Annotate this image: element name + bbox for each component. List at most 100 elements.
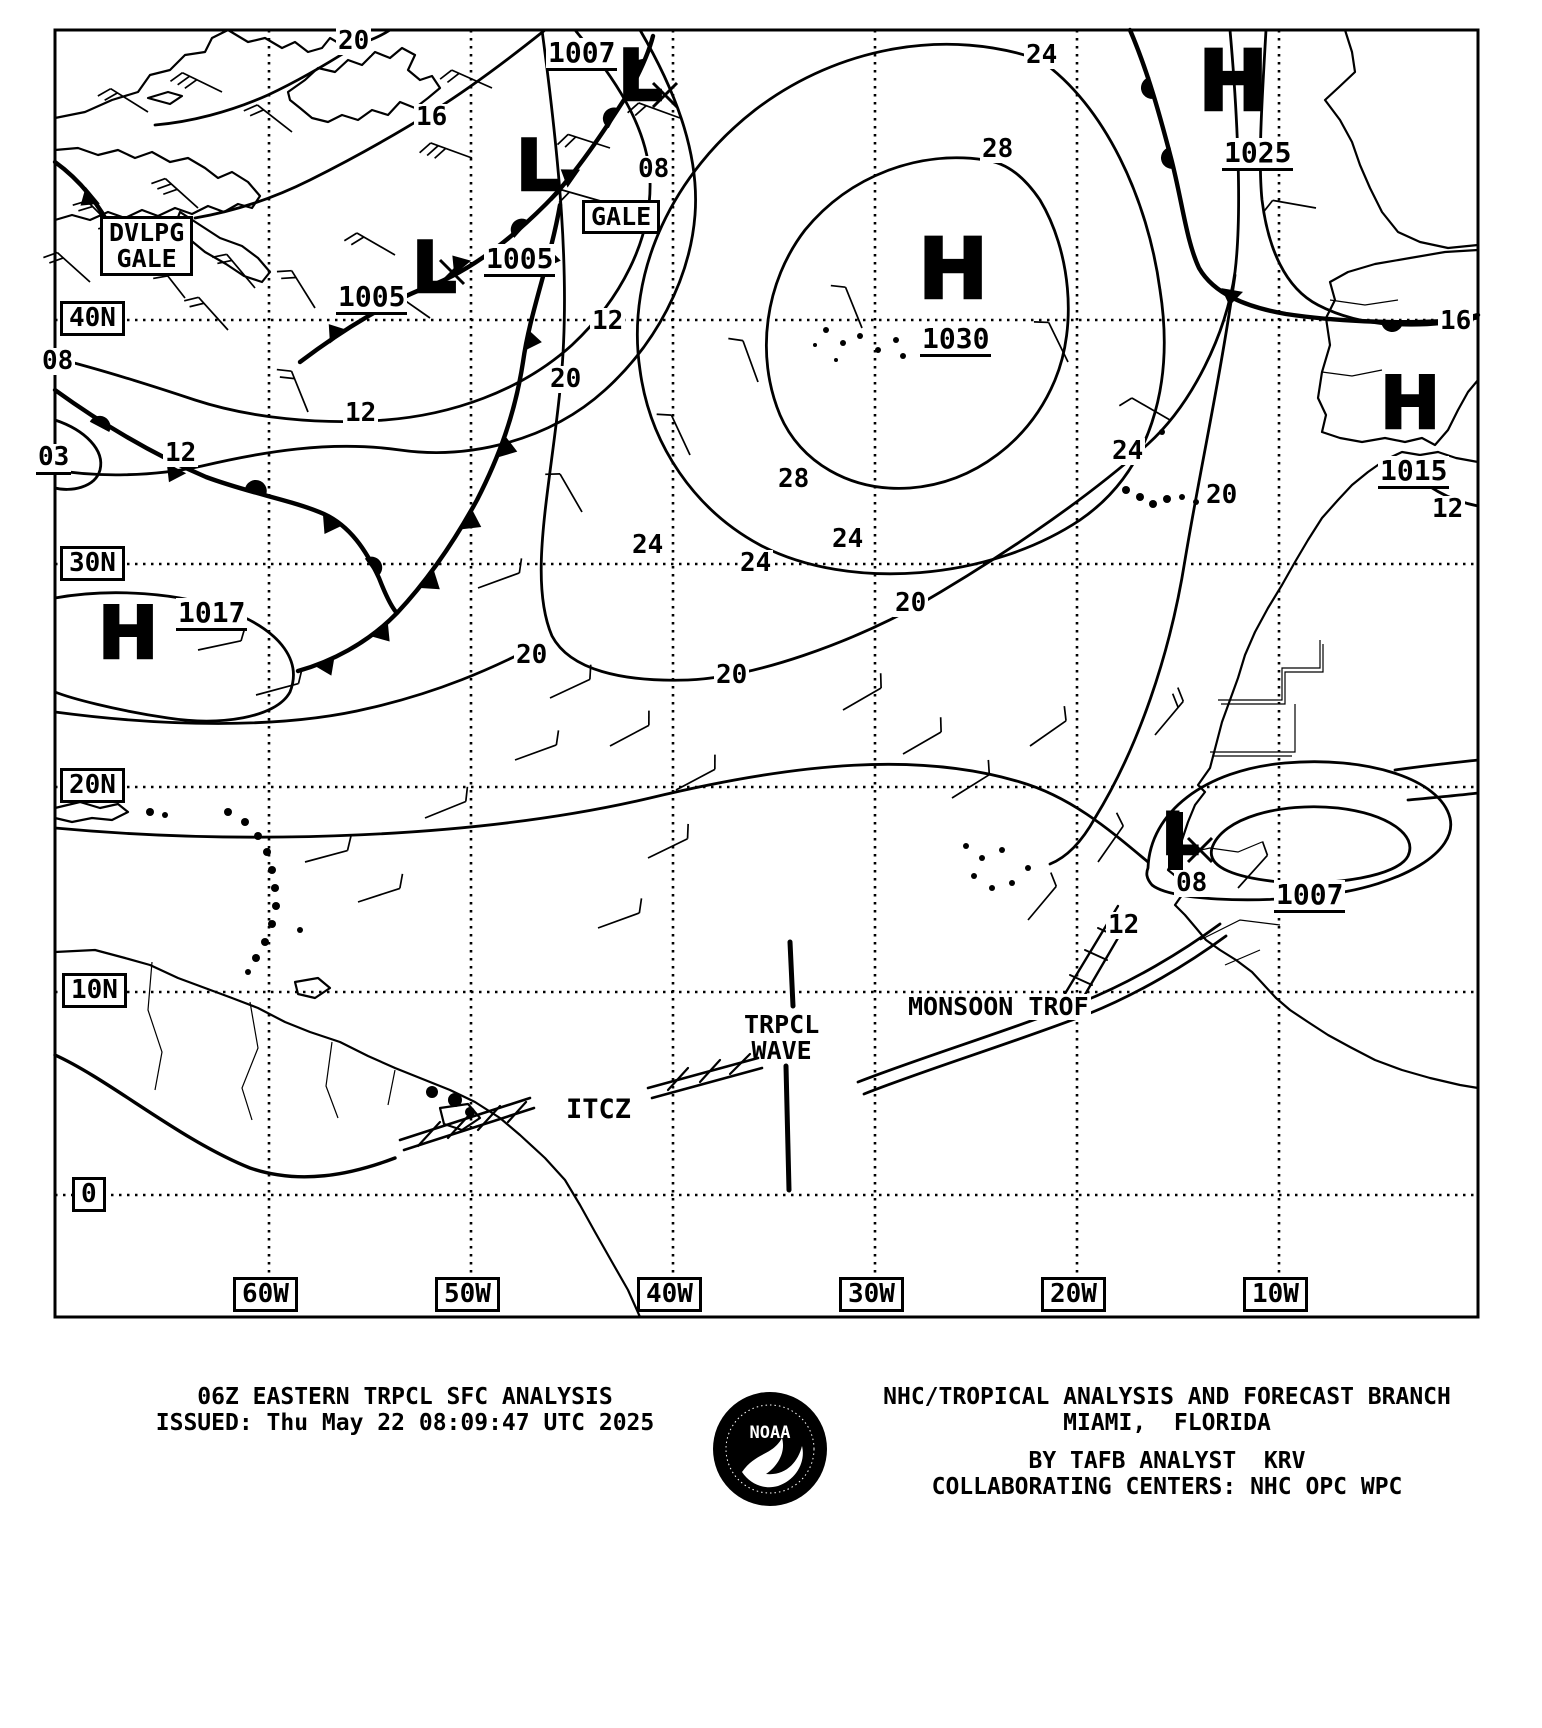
wind-barb-icon [357, 873, 404, 903]
pressure-value-1005: 1005 [484, 244, 556, 278]
isobar-label-08: 08 [636, 154, 672, 184]
grid-label-lon-50W: 50W [435, 1277, 500, 1313]
island-dot [261, 938, 269, 946]
wind-barb-icon [243, 104, 293, 133]
wind-barb-icon [1027, 872, 1058, 921]
grid-label-lon-40W: 40W [637, 1277, 702, 1313]
isobar-label-12: 12 [163, 438, 199, 468]
cold-front-marker-icon [452, 255, 472, 275]
wind-barb-icon [343, 232, 396, 256]
island-dot [1179, 494, 1185, 500]
cold-front-marker-icon [314, 656, 335, 676]
wind-barb-icon [276, 269, 316, 309]
island-dot [813, 343, 817, 347]
feature-label-itcz: ITCZ [564, 1094, 634, 1125]
grid-label-lon-10W: 10W [1243, 1277, 1308, 1313]
wind-barb-icon [424, 786, 469, 819]
issued-timestamp: ISSUED: Thu May 22 08:09:47 UTC 2025 [155, 1410, 655, 1436]
cold-front-marker-icon [1221, 288, 1244, 306]
isobar-label-03: 03 [36, 443, 72, 476]
wind-barb-icon [550, 189, 605, 204]
isobar-label-24: 24 [830, 524, 866, 554]
cold-front-marker-icon [328, 324, 348, 344]
island-dot [146, 808, 154, 816]
pressure-center-H-1015: H [1379, 361, 1442, 445]
grid-label-lon-60W: 60W [233, 1277, 298, 1313]
wind-barb-icon [169, 71, 223, 93]
wind-barb-icon [647, 823, 689, 859]
island-dot [1193, 499, 1199, 505]
wind-barb-icon [1118, 397, 1171, 421]
isobar-label-20: 20 [514, 640, 550, 670]
island-dot [268, 920, 276, 928]
branch-name: NHC/TROPICAL ANALYSIS AND FORECAST BRANC… [883, 1384, 1451, 1410]
feature-label-gale: GALE [582, 200, 661, 234]
noaa-logo: NOAA [713, 1392, 827, 1506]
cold-front-marker-icon [420, 570, 440, 590]
isobar-label-16: 16 [414, 102, 450, 132]
grid-label-lat-20N: 20N [60, 768, 125, 804]
wind-barb-icon [304, 836, 352, 863]
wind-barb-icon [951, 759, 991, 799]
wind-barb-icon [609, 710, 650, 747]
collaborating-centers: COLLABORATING CENTERS: NHC OPC WPC [931, 1474, 1403, 1500]
map-frame [53, 28, 1480, 1319]
low-symbol-africa [1168, 812, 1183, 870]
low-center-x-icon [438, 258, 466, 286]
isobar-label-24: 24 [630, 530, 666, 560]
pressure-center-H-1025: H [1197, 32, 1270, 130]
pressure-center-L-1005: L [411, 227, 458, 309]
pressure-value-1007: 1007 [1274, 880, 1346, 914]
wind-barb-icon [545, 473, 583, 513]
warm-front-marker-icon [89, 415, 111, 433]
warm-front-marker-icon [510, 218, 530, 238]
island-layer [146, 327, 1199, 1117]
wind-barb-icon [1033, 321, 1069, 363]
island-dot [1163, 495, 1171, 503]
grid-label-lat-30N: 30N [60, 546, 125, 582]
pressure-value-1017: 1017 [176, 598, 248, 632]
pressure-center-L-1005: L [515, 125, 562, 207]
wind-barb-icon [1029, 705, 1067, 747]
warm-front-marker-icon [602, 107, 620, 129]
grid-label-lat-10N: 10N [62, 973, 127, 1009]
isobar-label-12: 12 [590, 306, 626, 336]
cold-front-marker-icon [461, 509, 482, 530]
warm-front-marker-icon [245, 480, 267, 494]
wind-barb-icon [728, 337, 759, 383]
island-dot [857, 333, 863, 339]
cold-front-central-atlantic [295, 202, 563, 674]
wind-barb-icon [1097, 812, 1124, 863]
wind-barb-icon [656, 413, 691, 456]
footer-analyst-block: BY TAFB ANALYST KRV COLLABORATING CENTER… [822, 1448, 1512, 1500]
island-dot [162, 812, 168, 818]
island-dot [1149, 500, 1157, 508]
cold-front-marker-icon [524, 328, 542, 351]
island-dot [1009, 880, 1015, 886]
cold-front-marker-icon [322, 514, 343, 534]
borders-rivers [147, 299, 1399, 1121]
isobar-label-12: 12 [1430, 494, 1466, 524]
wind-barb-layer [43, 69, 1317, 929]
wind-barb-icon [597, 898, 643, 929]
grid-label-lon-20W: 20W [1041, 1277, 1106, 1313]
wind-barb-icon [1237, 841, 1269, 889]
island-dot [875, 347, 881, 353]
cold-front-marker-icon [627, 58, 647, 79]
feature-label-trpcl: TRPCL WAVE [744, 1010, 820, 1065]
low-center-x-icon [1186, 836, 1214, 864]
pressure-value-1025: 1025 [1222, 138, 1294, 172]
island-dot [426, 1086, 438, 1098]
wind-barb-icon [184, 296, 229, 331]
pressure-value-1007: 1007 [546, 38, 618, 72]
island-dot [1159, 429, 1165, 435]
island-dot [465, 1107, 475, 1117]
island-dot [448, 1093, 462, 1107]
low-center-x-icon [651, 81, 679, 109]
pressure-center-H-1030: H [917, 220, 990, 318]
noaa-logo-circle [713, 1392, 827, 1506]
wind-barb-icon [439, 69, 493, 89]
grid-label-lon-30W: 30W [839, 1277, 904, 1313]
wind-barb-icon [902, 717, 942, 755]
